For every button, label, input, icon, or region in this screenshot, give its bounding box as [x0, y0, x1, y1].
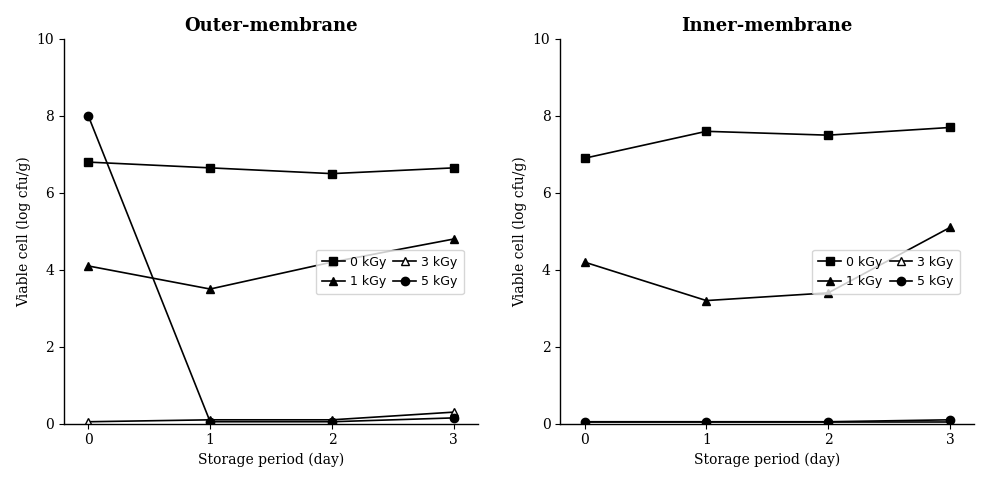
Legend: 0 kGy, 1 kGy, 3 kGy, 5 kGy: 0 kGy, 1 kGy, 3 kGy, 5 kGy — [812, 250, 960, 294]
Title: Outer-membrane: Outer-membrane — [184, 16, 358, 35]
Title: Inner-membrane: Inner-membrane — [682, 16, 853, 35]
Y-axis label: Viable cell (log cfu/g): Viable cell (log cfu/g) — [513, 156, 527, 307]
Y-axis label: Viable cell (log cfu/g): Viable cell (log cfu/g) — [17, 156, 31, 307]
Legend: 0 kGy, 1 kGy, 3 kGy, 5 kGy: 0 kGy, 1 kGy, 3 kGy, 5 kGy — [316, 250, 464, 294]
X-axis label: Storage period (day): Storage period (day) — [198, 453, 344, 468]
X-axis label: Storage period (day): Storage period (day) — [694, 453, 840, 468]
